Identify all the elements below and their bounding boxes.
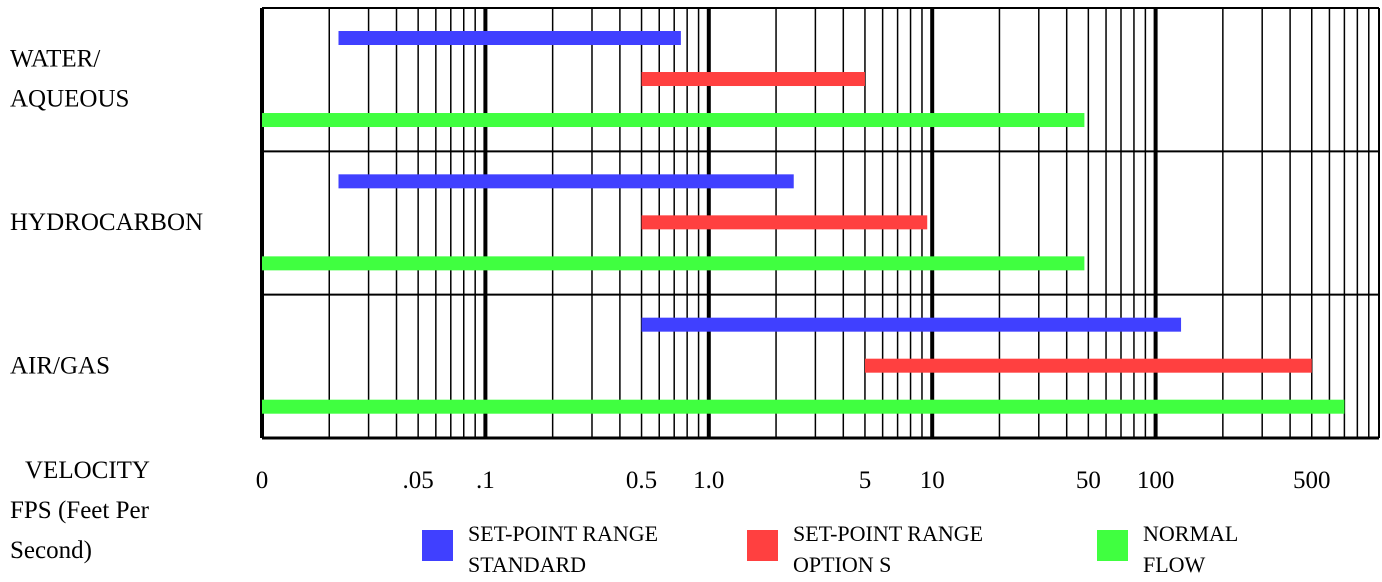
tick-label: 10	[920, 467, 945, 494]
legend-label: SET-POINT RANGE	[468, 521, 658, 546]
category-label: HYDROCARBON	[10, 209, 203, 236]
legend-label: FLOW	[1143, 552, 1206, 577]
tick-label: .05	[403, 467, 434, 494]
tick-label: .1	[476, 467, 495, 494]
legend-label: OPTION S	[793, 552, 891, 577]
legend: SET-POINT RANGE STANDARD SET-POINT RANGE OP…	[422, 521, 1238, 577]
range-bar	[641, 215, 928, 230]
tick-label: 50	[1076, 467, 1101, 494]
x-axis-label: Second)	[10, 537, 92, 564]
category-label: AIR/GAS	[10, 352, 110, 379]
legend-swatch	[1097, 530, 1128, 561]
tick-label: 100	[1137, 467, 1175, 494]
bars	[262, 31, 1345, 414]
x-axis-label: FPS (Feet Per	[10, 497, 150, 524]
tick-label: 0	[256, 467, 269, 494]
range-bar	[641, 72, 865, 87]
category-label: WATER/	[10, 46, 100, 73]
range-bar	[262, 113, 1085, 128]
legend-label: SET-POINT RANGE	[793, 521, 983, 546]
tick-label: 500	[1293, 467, 1331, 494]
category-label: AQUEOUS	[10, 86, 129, 113]
range-bar	[338, 31, 681, 46]
legend-swatch	[422, 530, 453, 561]
legend-swatch	[747, 530, 778, 561]
labels: WATER/AQUEOUS HYDROCARBON AIR/GAS 0 .05 .1 0.5…	[10, 46, 1330, 564]
range-bar	[641, 317, 1182, 332]
tick-label: 5	[859, 467, 872, 494]
legend-label: STANDARD	[468, 552, 586, 577]
tick-label: 1.0	[693, 467, 724, 494]
range-bar	[262, 256, 1085, 271]
range-bar	[338, 174, 794, 189]
legend-label: NORMAL	[1143, 521, 1238, 546]
tick-label: 0.5	[626, 467, 657, 494]
range-bar	[864, 358, 1312, 373]
x-axis-label: VELOCITY	[25, 457, 150, 484]
range-bar	[262, 399, 1345, 414]
